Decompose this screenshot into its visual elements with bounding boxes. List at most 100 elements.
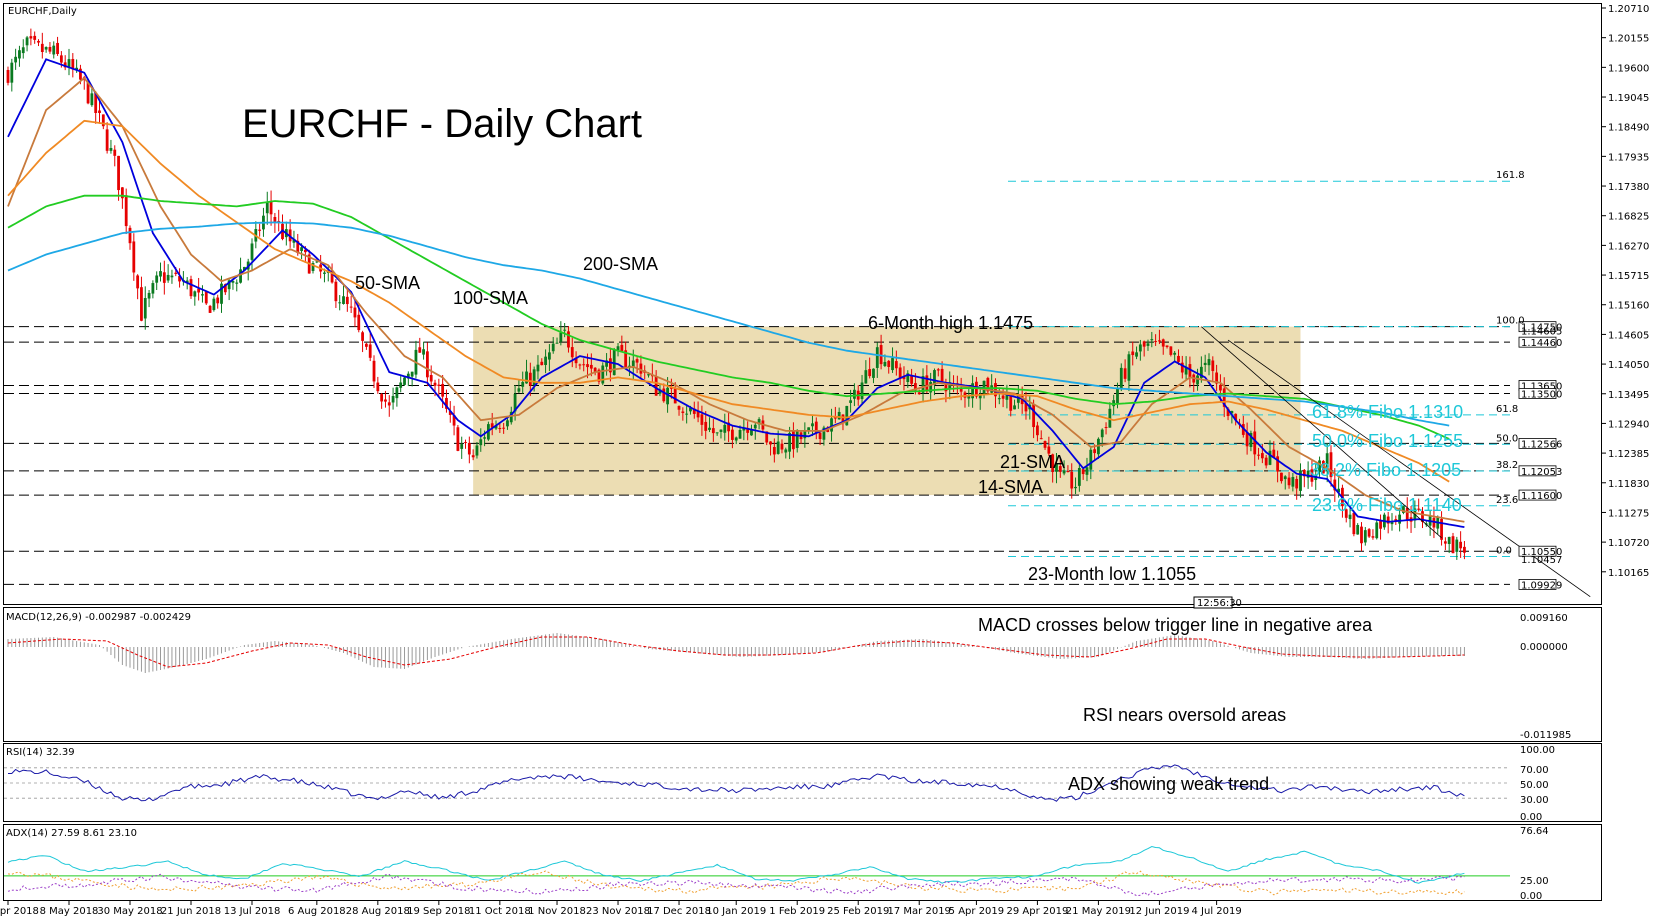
candle-body-318: [1219, 384, 1222, 391]
candle-body-185: [711, 428, 715, 434]
candle-body-178: [685, 413, 689, 415]
adx-tick-25: 25.00: [1520, 876, 1549, 887]
candle-body-60: [235, 282, 239, 284]
chart-title: EURCHF - Daily Chart: [242, 102, 642, 146]
date-tick-10: 23 Nov 2018: [586, 906, 650, 917]
price-tick-9: 1.15715: [1608, 271, 1649, 282]
price-tick-1: 1.20155: [1608, 34, 1649, 45]
annotation-21-sma: 21-SMA: [1000, 452, 1065, 472]
candle-body-111: [429, 375, 433, 382]
candle-body-308: [1180, 362, 1184, 373]
candle-body-69: [269, 201, 273, 215]
candle-body-75: [292, 238, 296, 243]
ma-line-21-sma: [7, 76, 1465, 523]
minus-di-line: [7, 873, 1465, 897]
moving-averages: [7, 58, 1465, 528]
candle-body-1: [10, 62, 14, 83]
candle-body-358: [1371, 536, 1375, 538]
level-label-8: 1.09929: [1521, 580, 1562, 591]
price-tick-14: 1.12940: [1608, 419, 1649, 430]
fibo-label-61-8: 61.8% Fibo 1.1310: [1312, 402, 1463, 422]
candle-body-348: [1333, 479, 1337, 491]
candle-body-104: [403, 377, 406, 385]
candle-body-119: [460, 444, 464, 449]
candle-body-253: [971, 383, 975, 399]
candle-body-382: [1463, 546, 1466, 553]
consolidation-range-box: [473, 326, 1301, 496]
candle-body-282: [1081, 469, 1085, 475]
candle-body-157: [605, 360, 608, 367]
macd-panel-frame: [3, 607, 1602, 742]
rsi-indicator: [4, 764, 1510, 802]
candle-body-273: [1047, 446, 1051, 454]
candle-body-135: [521, 382, 525, 387]
candle-body-304: [1165, 345, 1169, 348]
candle-body-184: [708, 427, 711, 430]
candle-body-329: [1260, 453, 1264, 459]
candle-body-168: [647, 374, 650, 376]
level-label-7: 1.10550: [1521, 547, 1562, 558]
candle-body-210: [807, 427, 811, 431]
candle-body-45: [178, 276, 181, 282]
candle-body-259: [994, 383, 997, 397]
candle-body-57: [223, 284, 227, 293]
fibo-pct-2: 61.8: [1496, 404, 1518, 415]
candle-body-378: [1447, 536, 1451, 545]
candle-body-187: [719, 429, 723, 432]
candle-body-298: [1142, 341, 1146, 347]
candle-body-321: [1230, 410, 1234, 414]
candle-body-114: [441, 383, 445, 397]
candle-body-196: [753, 424, 757, 429]
candle-body-241: [925, 375, 929, 392]
candle-body-62: [242, 266, 246, 271]
candle-body-8: [37, 40, 40, 43]
candle-body-173: [666, 387, 669, 405]
candle-body-209: [803, 430, 807, 439]
level-label-box-8: [1518, 579, 1557, 590]
candle-body-227: [872, 368, 875, 378]
candle-body-338: [1295, 478, 1299, 489]
candle-body-213: [818, 432, 822, 439]
candle-body-339: [1299, 470, 1302, 491]
candle-body-307: [1177, 355, 1180, 362]
candle-body-153: [589, 364, 593, 369]
candle-body-151: [582, 364, 586, 366]
level-label-box-5: [1518, 465, 1557, 477]
candle-body-91: [353, 307, 357, 318]
candle-body-192: [738, 429, 742, 439]
candle-body-32: [128, 227, 132, 244]
candle-body-229: [879, 345, 883, 365]
candle-body-133: [513, 393, 517, 412]
candle-body-86: [334, 281, 338, 302]
candle-body-297: [1138, 344, 1142, 352]
candle-body-103: [399, 382, 403, 388]
candle-body-263: [1009, 395, 1013, 411]
candle-body-328: [1257, 454, 1260, 456]
candle-body-83: [323, 272, 326, 274]
candle-body-260: [997, 398, 1001, 400]
candle-body-233: [894, 361, 898, 369]
candle-body-302: [1158, 340, 1161, 342]
candle-body-122: [471, 455, 475, 458]
candle-body-97: [376, 382, 380, 392]
candle-body-118: [456, 427, 460, 451]
candle-body-12: [52, 45, 56, 55]
candle-body-5: [25, 37, 29, 46]
candle-body-140: [540, 361, 544, 366]
candle-body-351: [1344, 509, 1348, 518]
candle-body-352: [1348, 514, 1352, 520]
candle-body-285: [1093, 449, 1097, 454]
candle-body-275: [1055, 464, 1058, 472]
candle-body-220: [845, 405, 849, 426]
candle-body-78: [303, 249, 307, 253]
candle-body-252: [967, 395, 971, 399]
candle-body-98: [380, 394, 384, 402]
candle-body-366: [1402, 506, 1405, 513]
ma-line-200-sma: [7, 221, 1450, 427]
level-label-4: 1.12566: [1521, 439, 1562, 450]
candle-body-217: [833, 416, 837, 419]
rsi-tick-70: 70.00: [1520, 765, 1549, 776]
fibo-label-38-2: 38.2% Fibo 1.1205: [1310, 460, 1461, 480]
candle-body-188: [723, 424, 727, 433]
